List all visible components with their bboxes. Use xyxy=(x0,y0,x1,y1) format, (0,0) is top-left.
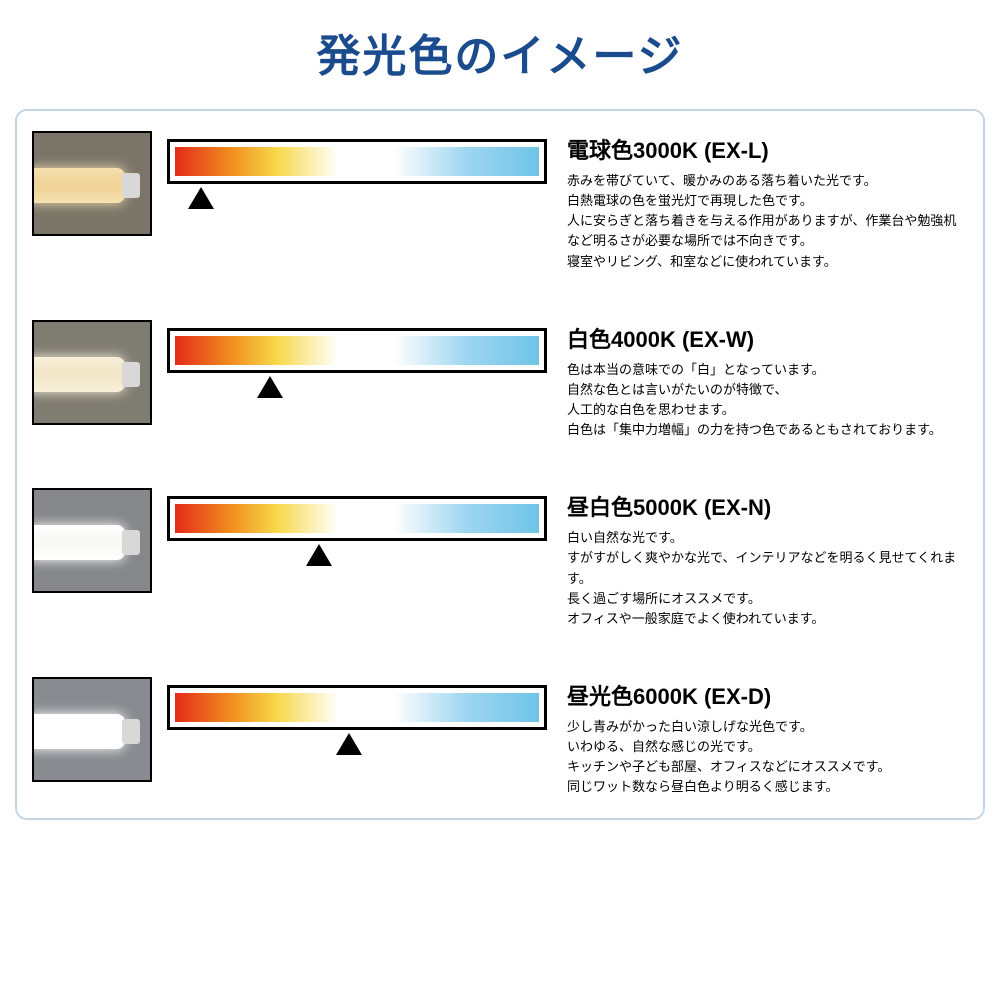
color-description: 昼白色5000K (EX-N) 白い自然な光です。 すがすがしく爽やかな光で、イン… xyxy=(567,488,968,629)
color-title: 昼白色5000K (EX-N) xyxy=(567,490,968,522)
spectrum-scale xyxy=(167,496,547,563)
color-title: 昼光色6000K (EX-D) xyxy=(567,679,968,711)
tube-thumbnail xyxy=(32,488,152,593)
tube-thumbnail xyxy=(32,320,152,425)
color-text: 赤みを帯びていて、暖かみのある落ち着いた光です。 白熱電球の色を蛍光灯で再現した… xyxy=(567,171,968,272)
color-description: 昼光色6000K (EX-D) 少し青みがかった白い涼しげな光色です。 いわゆる、… xyxy=(567,677,968,798)
temperature-marker xyxy=(336,733,362,755)
spectrum-scale xyxy=(167,328,547,395)
color-description: 電球色3000K (EX-L) 赤みを帯びていて、暖かみのある落ち着いた光です。 … xyxy=(567,131,968,272)
color-temp-row: 昼光色6000K (EX-D) 少し青みがかった白い涼しげな光色です。 いわゆる、… xyxy=(32,677,968,798)
spectrum-scale xyxy=(167,139,547,206)
color-title: 白色4000K (EX-W) xyxy=(567,322,968,354)
color-description: 白色4000K (EX-W) 色は本当の意味での「白」となっています。 自然な色と… xyxy=(567,320,968,441)
tube-thumbnail xyxy=(32,677,152,782)
color-text: 色は本当の意味での「白」となっています。 自然な色とは言いがたいのが特徴で、 人… xyxy=(567,360,968,441)
page-title: 発光色のイメージ xyxy=(15,20,985,84)
color-title: 電球色3000K (EX-L) xyxy=(567,133,968,165)
temperature-marker xyxy=(257,376,283,398)
color-text: 白い自然な光です。 すがすがしく爽やかな光で、インテリアなどを明るく見せてくれま… xyxy=(567,528,968,629)
spectrum-scale xyxy=(167,685,547,752)
temperature-marker xyxy=(188,187,214,209)
color-temp-row: 昼白色5000K (EX-N) 白い自然な光です。 すがすがしく爽やかな光で、イン… xyxy=(32,488,968,629)
color-temp-container: 電球色3000K (EX-L) 赤みを帯びていて、暖かみのある落ち着いた光です。 … xyxy=(15,109,985,820)
color-temp-row: 電球色3000K (EX-L) 赤みを帯びていて、暖かみのある落ち着いた光です。 … xyxy=(32,131,968,272)
temperature-marker xyxy=(306,544,332,566)
tube-thumbnail xyxy=(32,131,152,236)
color-text: 少し青みがかった白い涼しげな光色です。 いわゆる、自然な感じの光です。 キッチン… xyxy=(567,717,968,798)
color-temp-row: 白色4000K (EX-W) 色は本当の意味での「白」となっています。 自然な色と… xyxy=(32,320,968,441)
